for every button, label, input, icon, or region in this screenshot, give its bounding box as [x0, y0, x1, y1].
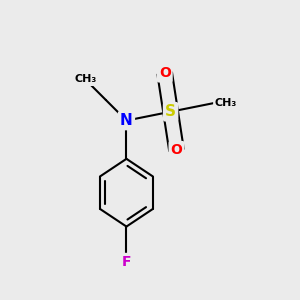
- Text: O: O: [159, 66, 171, 80]
- Text: CH₃: CH₃: [215, 98, 237, 108]
- Text: CH₃: CH₃: [74, 74, 96, 84]
- Text: O: O: [171, 143, 182, 157]
- Text: N: N: [120, 113, 133, 128]
- Text: S: S: [165, 104, 176, 119]
- Text: F: F: [122, 255, 131, 269]
